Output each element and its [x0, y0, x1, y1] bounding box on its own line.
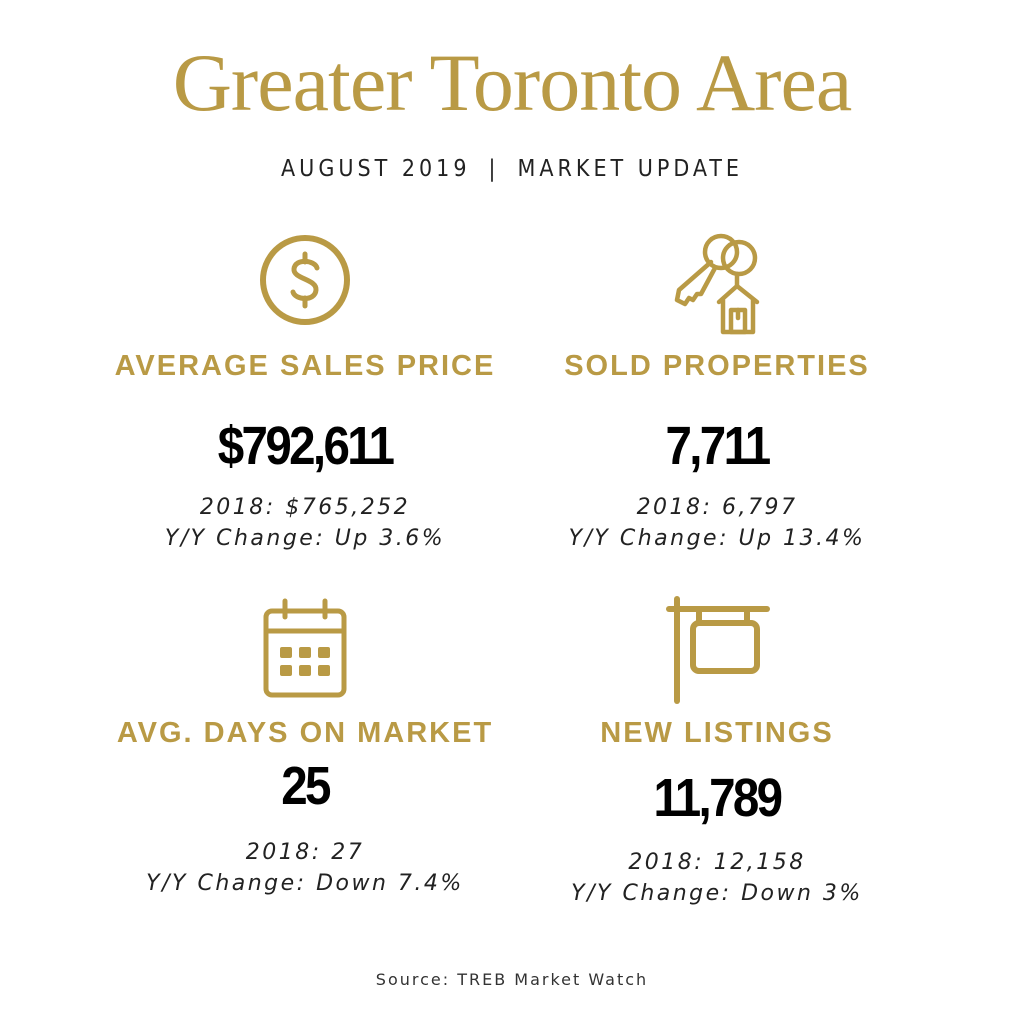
calendar-icon — [261, 595, 349, 699]
stat-label: NEW LISTINGS — [600, 717, 834, 749]
stat-value: 25 — [281, 756, 331, 816]
source-note: Source: TREB Market Watch — [375, 970, 649, 989]
stat-yoy-change: Y/Y Change: Up 13.4% — [568, 526, 866, 551]
stat-average-sales-price: AVERAGE SALES PRICE $792,611 2018: $765,… — [95, 220, 515, 560]
stat-previous-year: 2018: 6,797 — [636, 495, 798, 520]
stat-yoy-change: Y/Y Change: Up 3.6% — [164, 526, 446, 551]
stat-previous-year: 2018: 12,158 — [628, 850, 806, 875]
stat-yoy-change: Y/Y Change: Down 7.4% — [146, 871, 464, 896]
dollar-circle-icon — [257, 232, 353, 328]
stat-label: AVERAGE SALES PRICE — [114, 350, 496, 382]
stat-previous-year: 2018: 27 — [245, 840, 365, 865]
stat-previous-year: 2018: $765,252 — [199, 495, 411, 520]
stat-new-listings: NEW LISTINGS 11,789 2018: 12,158 Y/Y Cha… — [507, 595, 927, 915]
stat-label: SOLD PROPERTIES — [564, 350, 870, 382]
page-subtitle: AUGUST 2019 | MARKET UPDATE — [0, 156, 1024, 182]
stat-value: $792,611 — [217, 416, 395, 476]
stat-yoy-change: Y/Y Change: Down 3% — [571, 881, 863, 906]
stat-sold-properties: SOLD PROPERTIES 7,711 2018: 6,797 Y/Y Ch… — [507, 220, 927, 560]
stat-value: 11,789 — [653, 768, 784, 828]
keys-house-icon — [665, 228, 769, 336]
stat-label: AVG. DAYS ON MARKET — [116, 717, 494, 749]
stat-value: 7,711 — [665, 416, 771, 476]
page-title: Greater Toronto Area — [172, 37, 853, 128]
subtitle-market-update: MARKET UPDATE — [517, 156, 743, 182]
stat-avg-days-on-market: AVG. DAYS ON MARKET 25 2018: 27 Y/Y Chan… — [95, 595, 515, 915]
for-sale-sign-icon — [663, 595, 773, 705]
subtitle-date: AUGUST 2019 — [281, 156, 471, 182]
subtitle-separator: | — [488, 156, 500, 182]
